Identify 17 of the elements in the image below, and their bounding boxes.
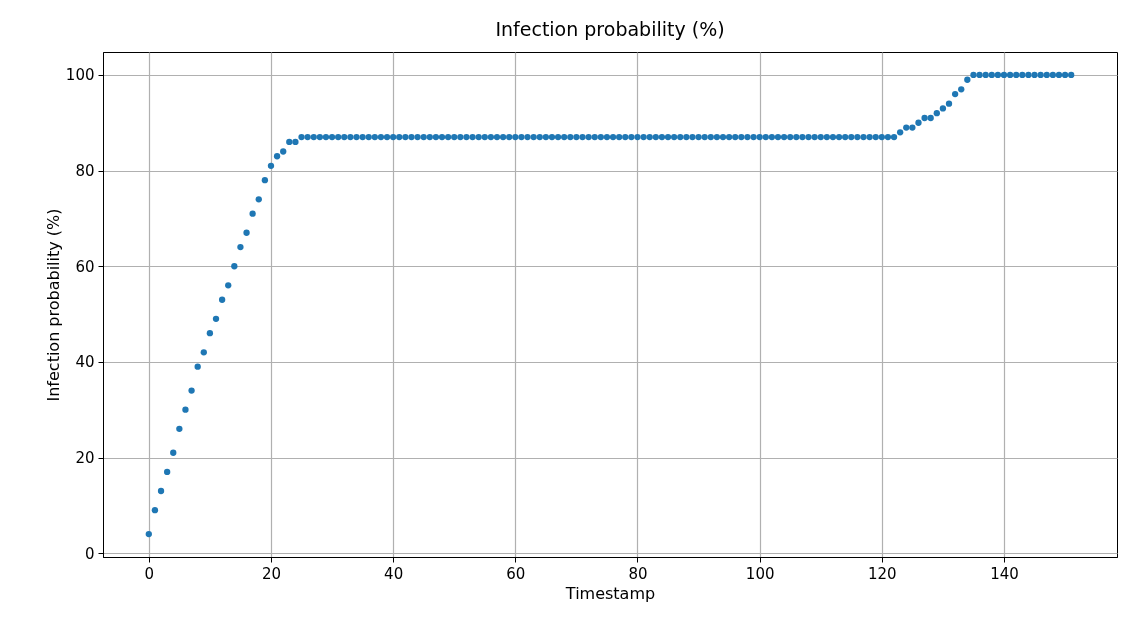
chart-title: Infection probability (%) [495, 18, 725, 40]
x-tick-label: 60 [506, 564, 526, 583]
y-tick-label: 60 [75, 257, 95, 276]
x-tick-label: 20 [261, 564, 282, 583]
y-tick-label: 40 [75, 353, 95, 372]
x-axis-title: Timestamp [564, 583, 656, 603]
x-tick-label: 120 [868, 564, 897, 583]
x-tick-label: 40 [384, 564, 404, 583]
x-tick-label: 100 [745, 564, 775, 583]
x-tick-label: 0 [144, 564, 155, 583]
y-tick-label: 100 [65, 66, 95, 85]
y-axis-title: Infection probability (%) [43, 208, 63, 402]
y-tick-label: 20 [75, 449, 95, 468]
x-tick-label: 80 [628, 564, 648, 583]
x-tick-label: 140 [990, 564, 1019, 583]
y-tick-label: 80 [75, 162, 95, 181]
y-tick-label: 0 [84, 544, 95, 563]
